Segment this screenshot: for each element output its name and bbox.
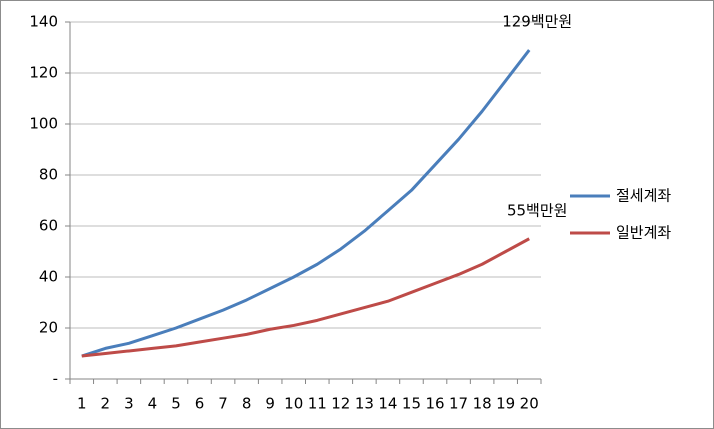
x-tick-label: 16 [425, 395, 444, 413]
x-tick-label: 10 [284, 395, 303, 413]
y-tick-label: 20 [39, 319, 58, 337]
x-tick-label: 19 [496, 395, 515, 413]
value-label: 55백만원 [507, 201, 568, 219]
x-tick-label: 2 [101, 395, 111, 413]
x-tick-label: 17 [449, 395, 468, 413]
legend-label: 절세계좌 [616, 187, 671, 205]
value-label: 129백만원 [502, 13, 572, 31]
x-tick-label: 8 [242, 395, 252, 413]
x-tick-label: 4 [148, 395, 158, 413]
x-tick-label: 3 [124, 395, 134, 413]
x-tick-label: 11 [308, 395, 327, 413]
legend-label: 일반계좌 [616, 224, 671, 242]
x-tick-label: 6 [195, 395, 205, 413]
x-tick-label: 15 [402, 395, 421, 413]
y-tick-label: 100 [29, 115, 58, 133]
x-tick-label: 1 [77, 395, 87, 413]
x-tick-label: 13 [355, 395, 374, 413]
y-tick-label: 120 [29, 64, 58, 82]
series-line [81, 237, 530, 358]
x-tick-label: 5 [171, 395, 181, 413]
x-tick-label: 7 [218, 395, 228, 413]
series-line [81, 49, 531, 358]
x-tick-label: 12 [331, 395, 350, 413]
y-tick-label: - [53, 370, 58, 388]
x-tick-label: 9 [265, 395, 275, 413]
x-tick-label: 20 [520, 395, 539, 413]
y-tick-label: 80 [39, 166, 58, 184]
y-tick-label: 40 [39, 268, 58, 286]
x-tick-label: 18 [473, 395, 492, 413]
y-tick-label: 60 [39, 217, 58, 235]
x-tick-label: 14 [378, 395, 397, 413]
y-tick-label: 140 [29, 13, 58, 31]
